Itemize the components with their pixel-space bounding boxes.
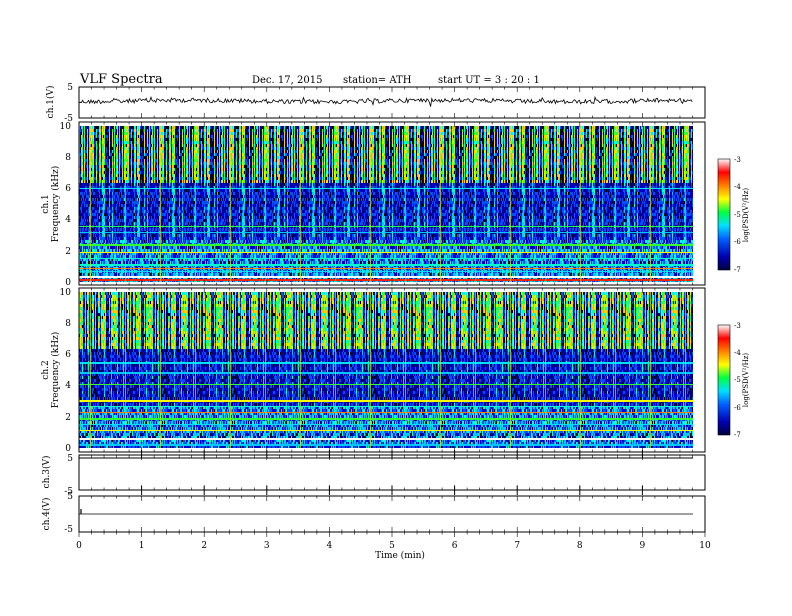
ch1-cb-tick-m7: -7 <box>734 266 741 274</box>
ch3-waveform-frame <box>78 454 706 491</box>
xtick-10: 10 <box>699 541 711 551</box>
xtick-2: 2 <box>201 541 207 551</box>
xtick-8: 8 <box>577 541 583 551</box>
ch1-ytick-4: 4 <box>65 215 71 225</box>
xtick-6: 6 <box>452 541 458 551</box>
ch2-cb-tick-m6: -6 <box>734 404 741 412</box>
ch2-ytick-0: 0 <box>65 444 71 454</box>
ch1-waveform-panel: 5 -5 ch.1(V) <box>45 83 706 124</box>
ch1-colorbar <box>717 158 731 271</box>
ch1-cb-tick-m3: -3 <box>734 156 741 164</box>
ch3-ytick-top: 5 <box>67 454 73 464</box>
ch2-cb-tick-m3: -3 <box>734 322 741 330</box>
ch1-trace <box>78 95 693 107</box>
ch1-ytick-0: 0 <box>65 278 71 288</box>
ch4-ytick-top: 5 <box>67 492 73 502</box>
ch2-colorbar-label: log(PSD(V²/Hz) <box>742 353 750 408</box>
ch1-cb-tick-m4: -4 <box>734 183 741 191</box>
ch1-ytick-bottom: -5 <box>64 114 73 124</box>
ch1-cb-tick-m5: -5 <box>734 211 741 219</box>
ch2-ylabel-channel: ch.2 <box>41 360 51 379</box>
ch1-spectrogram-image <box>79 126 693 282</box>
xaxis-label: Time (min) <box>375 550 425 561</box>
ch2-cb-tick-m5: -5 <box>734 376 741 384</box>
xtick-5: 5 <box>389 541 395 551</box>
ch1-ylabel-channel: ch.1 <box>41 194 51 213</box>
ch2-cb-tick-m4: -4 <box>734 349 741 357</box>
date-label: Dec. 17, 2015 <box>252 75 322 86</box>
ch1-ytick-8: 8 <box>65 153 71 163</box>
ch2-ytick-4: 4 <box>65 381 71 391</box>
ch2-ytick-10: 10 <box>60 288 72 298</box>
ch2-colorbar <box>717 324 731 436</box>
xtick-4: 4 <box>327 541 333 551</box>
ch1-colorbar-label: log(PSD(V²/Hz) <box>742 188 750 243</box>
xtick-1: 1 <box>139 541 145 551</box>
ch2-ytick-8: 8 <box>65 319 71 329</box>
ch1-ytick-2: 2 <box>65 247 71 257</box>
ch1-spectrogram-panel: 0 2 4 6 8 10 ch.1 Frequency (kHz) -3 -4 … <box>41 121 750 288</box>
xtick-0: 0 <box>76 541 82 551</box>
xtick-9: 9 <box>640 541 646 551</box>
time-axis: 0 1 2 3 4 5 6 7 8 9 10 Time (min) <box>76 541 711 561</box>
ch4-ytick-bottom: -5 <box>64 525 73 535</box>
xtick-3: 3 <box>264 541 270 551</box>
ch2-spectrogram-image <box>79 292 693 448</box>
panel-tick-marks <box>78 87 706 537</box>
ch1-ytick-top: 5 <box>67 83 73 93</box>
ch1-ytick-10: 10 <box>60 122 72 132</box>
ch3-ylabel: ch.3(V) <box>41 456 52 489</box>
ch4-waveform-panel: 5 -5 ch.4(V) <box>41 492 706 535</box>
ch3-ytick-bottom: -5 <box>64 487 73 497</box>
station-label: station= ATH <box>343 75 412 86</box>
ch1-ytick-6: 6 <box>65 184 71 194</box>
ch1-ylabel: ch.1(V) <box>45 86 56 119</box>
xtick-7: 7 <box>514 541 520 551</box>
figure-title: VLF Spectra <box>79 72 163 87</box>
ch4-ylabel: ch.4(V) <box>41 498 52 531</box>
ch2-ytick-6: 6 <box>65 350 71 360</box>
ch2-cb-tick-m7: -7 <box>734 431 741 439</box>
ch1-cb-tick-m6: -6 <box>734 238 741 246</box>
ch2-ytick-2: 2 <box>65 413 71 423</box>
start-ut-label: start UT = 3 : 20 : 1 <box>438 75 540 86</box>
ch2-ylabel-frequency: Frequency (kHz) <box>50 332 61 409</box>
ch3-waveform-panel: 5 -5 ch.3(V) <box>41 454 706 497</box>
ch2-spectrogram-panel: 0 2 4 6 8 10 ch.2 Frequency (kHz) -3 -4 … <box>41 287 750 454</box>
ch1-ylabel-frequency: Frequency (kHz) <box>50 166 61 243</box>
